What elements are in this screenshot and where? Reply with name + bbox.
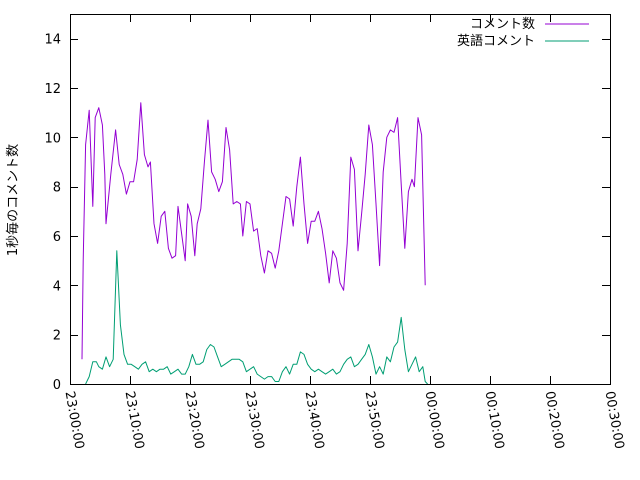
x-tick-labels: 23:00:00 23:10:00 23:20:00 23:30:00 23:40:00… xyxy=(62,390,627,450)
y-tick-label: 14 xyxy=(44,33,61,48)
x-tick-label: 23:40:00 xyxy=(302,390,327,450)
y-axis-title: 1秒毎のコメント数 xyxy=(5,144,21,256)
x-tick-label: 23:00:00 xyxy=(62,390,87,450)
y-tick-label: 6 xyxy=(53,230,61,245)
y-tick-label: 4 xyxy=(53,279,61,294)
y-tick-marks xyxy=(70,39,610,385)
x-tick-label: 00:10:00 xyxy=(482,390,507,450)
plot-frame xyxy=(70,14,611,385)
y-tick-label: 0 xyxy=(53,378,61,393)
x-tick-label: 23:50:00 xyxy=(362,390,387,450)
x-tick-label: 23:30:00 xyxy=(242,390,267,450)
series-lines xyxy=(81,102,428,385)
x-tick-label: 00:20:00 xyxy=(542,390,567,450)
x-tick-label: 23:10:00 xyxy=(122,390,147,450)
series-line-1 xyxy=(85,250,428,385)
y-tick-label: 12 xyxy=(44,82,61,97)
y-tick-label: 8 xyxy=(53,181,61,196)
y-tick-label: 10 xyxy=(44,131,61,146)
x-tick-label: 00:30:00 xyxy=(602,390,627,450)
x-tick-marks xyxy=(70,14,611,384)
x-tick-label: 00:00:00 xyxy=(422,390,447,450)
x-tick-label: 23:20:00 xyxy=(182,390,207,450)
y-tick-label: 2 xyxy=(53,329,61,344)
series-line-0 xyxy=(81,102,426,360)
legend-label-1: 英語コメント xyxy=(457,33,535,49)
legend-label-0: コメント数 xyxy=(470,17,535,32)
y-tick-labels: 0 2 4 6 8 10 12 14 xyxy=(44,33,61,393)
